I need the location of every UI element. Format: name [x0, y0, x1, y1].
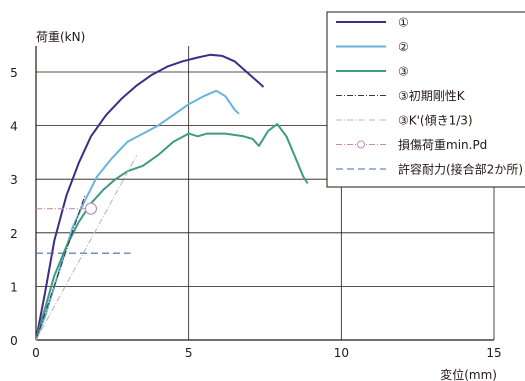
legend-label: ②: [398, 40, 409, 54]
chart-axes: [35, 46, 494, 341]
series-marker: [84, 202, 98, 215]
x-tick-label: 10: [334, 346, 349, 360]
series-line: [35, 154, 138, 341]
chart-tick-labels: 0 1 2 3 4 5 0 5 10 15: [10, 66, 501, 360]
series-line: [35, 53, 265, 341]
legend-label: 許容耐力(接合部2か所): [398, 162, 523, 177]
x-tick-label: 0: [32, 346, 40, 360]
series-line: [35, 89, 240, 341]
chart-legend: ① ② ③ ③初期剛性K ③K'(傾き1/3) 損傷荷重min.Pd 許容耐力(接合部2か所…: [326, 11, 525, 188]
y-tick-label: 2: [10, 227, 18, 241]
y-tick-label: 1: [10, 280, 18, 294]
legend-marker: [357, 140, 365, 149]
legend-label: ③: [398, 65, 409, 79]
y-tick-label: 0: [10, 334, 18, 348]
x-tick-label: 5: [185, 346, 193, 360]
y-axis-label: 荷重(kN): [36, 30, 85, 44]
chart-series: [35, 53, 309, 341]
legend-label: ③初期剛性K: [398, 89, 466, 103]
series-line: [35, 195, 86, 341]
y-tick-label: 5: [10, 66, 18, 80]
x-axis-label: 変位(mm): [440, 367, 497, 381]
legend-label: ①: [398, 16, 409, 30]
series-line: [35, 123, 309, 341]
legend-label: 損傷荷重min.Pd: [398, 137, 487, 152]
legend-label: ③K'(傾き1/3): [398, 114, 473, 128]
y-tick-label: 4: [10, 120, 18, 134]
x-tick-label: 15: [486, 346, 501, 360]
y-tick-label: 3: [10, 173, 18, 187]
legend-box: [326, 11, 525, 188]
